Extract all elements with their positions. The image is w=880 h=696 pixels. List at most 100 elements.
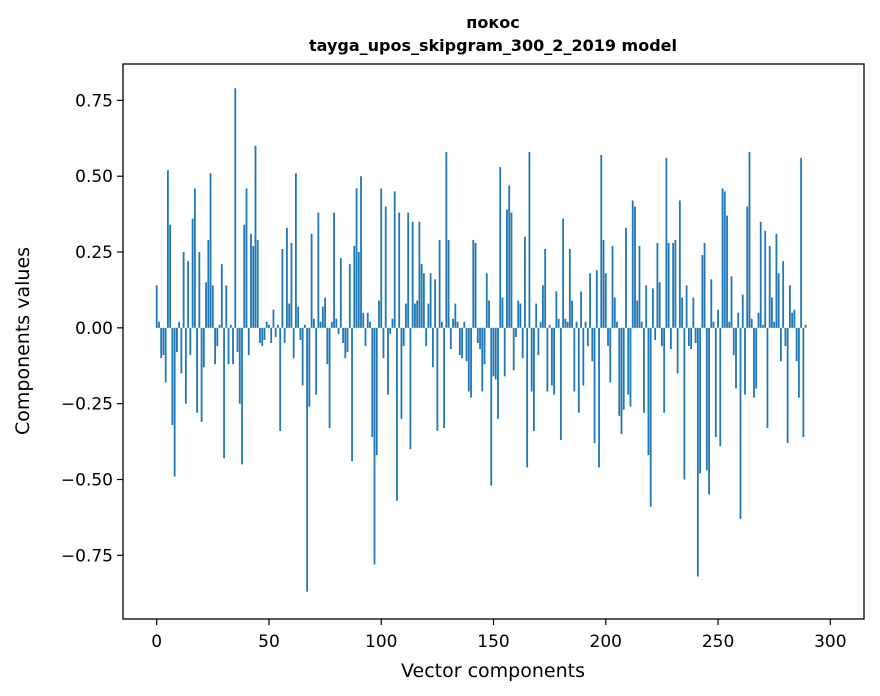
bar — [355, 188, 358, 328]
bar — [771, 297, 773, 328]
bar — [710, 279, 713, 328]
bar — [620, 327, 623, 434]
bar — [618, 327, 621, 416]
bar — [595, 270, 598, 328]
bar — [645, 285, 648, 328]
bar — [546, 327, 549, 392]
bar — [685, 285, 688, 328]
bar — [431, 327, 434, 368]
bar — [535, 303, 538, 328]
bar — [656, 242, 659, 328]
bar — [389, 327, 392, 334]
bar — [726, 215, 728, 328]
bar — [160, 327, 163, 359]
bar — [207, 239, 210, 328]
bar — [611, 245, 614, 328]
bar — [205, 282, 207, 328]
bar — [544, 249, 547, 328]
bar — [306, 327, 309, 592]
bar — [562, 218, 565, 328]
bar — [676, 327, 679, 374]
bar — [465, 327, 468, 362]
bar — [445, 151, 448, 328]
bar — [263, 327, 266, 340]
bar — [214, 327, 216, 365]
bar — [167, 170, 169, 328]
bar — [173, 327, 176, 477]
x-tick-label: 300 — [814, 632, 846, 652]
bar — [564, 318, 567, 328]
bar — [422, 273, 425, 328]
bar — [661, 327, 663, 347]
bar — [703, 242, 706, 328]
bar — [268, 324, 270, 328]
bar — [714, 327, 717, 438]
x-axis-ticks: 0 50 100 150 200 250 300 — [151, 619, 847, 652]
bar — [681, 297, 684, 328]
bar — [274, 327, 277, 337]
bar — [420, 264, 423, 328]
bar — [696, 327, 699, 577]
bar — [211, 285, 214, 328]
bar — [252, 245, 255, 328]
bar — [236, 327, 239, 353]
bar — [247, 327, 250, 356]
bar — [396, 327, 398, 501]
bar — [384, 206, 387, 328]
bar — [479, 327, 481, 350]
bar — [218, 324, 221, 328]
bar — [640, 321, 643, 328]
bar — [303, 324, 306, 328]
bar — [699, 327, 701, 474]
bar — [335, 318, 338, 328]
bar — [279, 327, 282, 431]
bar — [517, 300, 520, 328]
bar — [261, 327, 264, 347]
bar — [739, 327, 742, 519]
bar — [737, 312, 740, 328]
bar — [481, 327, 484, 392]
bar — [712, 321, 715, 328]
y-tick-label: −0.25 — [61, 395, 113, 415]
bar — [694, 327, 697, 344]
bar — [568, 249, 571, 328]
bar — [658, 282, 661, 328]
bar — [622, 327, 625, 410]
bar — [719, 327, 722, 447]
bar — [705, 327, 708, 471]
bar — [804, 324, 807, 328]
bar — [589, 273, 591, 328]
bar — [753, 327, 755, 398]
bar — [191, 218, 194, 328]
bar — [643, 327, 645, 413]
bar — [317, 212, 320, 328]
bar — [443, 327, 445, 428]
x-tick-label: 50 — [258, 632, 280, 652]
bar — [470, 327, 472, 398]
bar — [187, 261, 190, 328]
bar — [407, 212, 410, 328]
bar — [616, 321, 618, 328]
bar — [717, 309, 719, 328]
bar — [357, 252, 360, 328]
y-tick-label: −0.75 — [61, 546, 113, 566]
bar — [360, 176, 362, 328]
bar — [427, 303, 430, 328]
bar — [270, 327, 273, 344]
bar — [728, 321, 731, 328]
bar — [382, 327, 385, 359]
bar — [508, 185, 511, 328]
bar — [418, 221, 421, 328]
bar — [793, 309, 796, 328]
bar — [672, 242, 675, 328]
bar — [654, 327, 657, 340]
bar — [537, 327, 540, 356]
bar — [746, 206, 749, 328]
bar — [663, 327, 666, 413]
chart-title-line-2: tayga_upos_skipgram_300_2_2019 model — [309, 36, 677, 55]
bar — [784, 327, 787, 347]
bar — [521, 327, 524, 359]
bar — [580, 291, 582, 328]
